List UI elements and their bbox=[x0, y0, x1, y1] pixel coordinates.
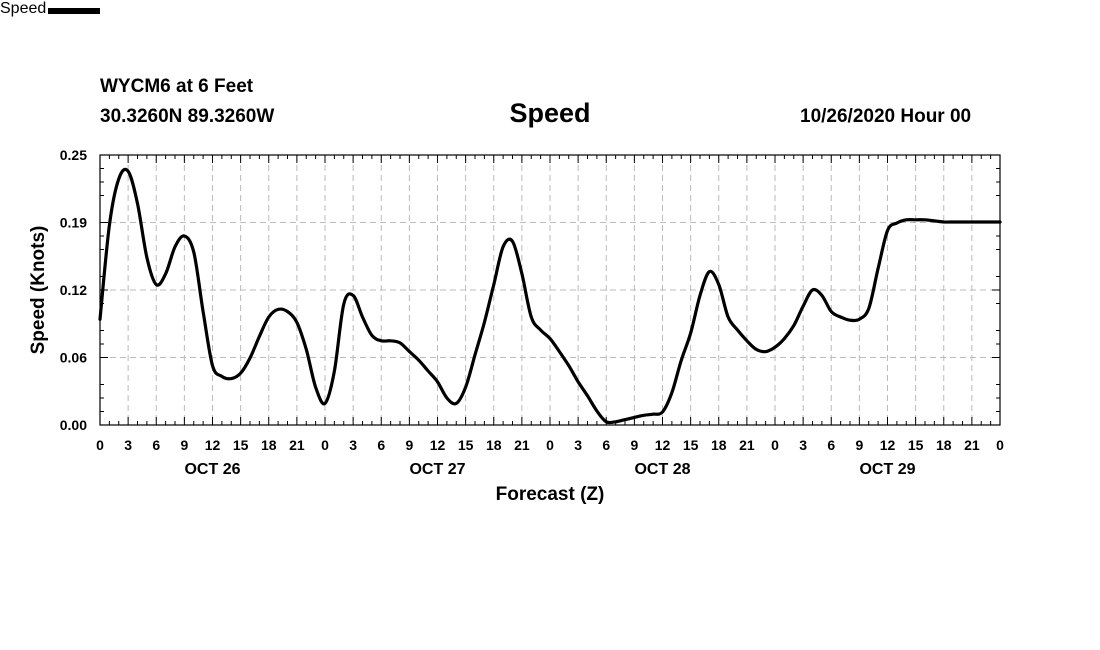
x-tick-label: 9 bbox=[405, 437, 413, 453]
x-tick-label: 0 bbox=[546, 437, 554, 453]
x-tick-label: 3 bbox=[799, 437, 807, 453]
x-tick-label: 6 bbox=[602, 437, 610, 453]
plot-frame bbox=[99, 154, 1001, 426]
tick-labels: 0 3 6 9 12 15 18 21 0 3 6 9 12 15 18 21 0 3 6 9 12 15 18 21 0 3 6 9… bbox=[60, 147, 1004, 478]
grid-lines bbox=[100, 155, 1000, 425]
x-tick-label: 0 bbox=[96, 437, 104, 453]
x-tick-label: 9 bbox=[855, 437, 863, 453]
y-tick-label: 0.25 bbox=[60, 147, 87, 163]
day-label: OCT 28 bbox=[634, 461, 690, 478]
x-axis-label: Forecast (Z) bbox=[496, 484, 605, 505]
x-tick-label: 15 bbox=[233, 437, 249, 453]
x-tick-label: 0 bbox=[996, 437, 1004, 453]
forecast-datetime: 10/26/2020 Hour 00 bbox=[800, 106, 972, 127]
y-tick-label: 0.12 bbox=[60, 282, 87, 298]
day-label: OCT 27 bbox=[409, 461, 465, 478]
coordinates-label: 30.3260N 89.3260W bbox=[100, 106, 275, 127]
x-tick-label: 12 bbox=[430, 437, 446, 453]
x-tick-label: 12 bbox=[880, 437, 896, 453]
x-tick-label: 21 bbox=[289, 437, 305, 453]
y-tick-label: 0.19 bbox=[60, 215, 87, 231]
y-tick-label: 0.00 bbox=[60, 417, 87, 433]
x-tick-label: 18 bbox=[261, 437, 277, 453]
x-tick-label: 3 bbox=[124, 437, 132, 453]
y-tick-label: 0.06 bbox=[60, 350, 87, 366]
speed-series-line bbox=[98, 167, 1002, 425]
legend-swatch bbox=[48, 7, 101, 14]
y-axis-label: Speed (Knots) bbox=[28, 226, 49, 355]
x-tick-label: 9 bbox=[630, 437, 638, 453]
x-tick-label: 18 bbox=[486, 437, 502, 453]
x-tick-label: 0 bbox=[771, 437, 779, 453]
legend-label: Speed bbox=[0, 0, 47, 17]
x-tick-label: 0 bbox=[321, 437, 329, 453]
legend: Speed bbox=[0, 0, 1100, 18]
chart-title: Speed bbox=[509, 98, 591, 128]
x-tick-label: 21 bbox=[964, 437, 980, 453]
x-tick-label: 12 bbox=[205, 437, 221, 453]
x-tick-label: 6 bbox=[152, 437, 160, 453]
x-tick-label: 15 bbox=[458, 437, 474, 453]
x-tick-label: 6 bbox=[827, 437, 835, 453]
station-label: WYCM6 at 6 Feet bbox=[100, 76, 254, 97]
x-tick-label: 6 bbox=[377, 437, 385, 453]
x-tick-label: 12 bbox=[655, 437, 671, 453]
day-label: OCT 26 bbox=[184, 461, 240, 478]
day-label: OCT 29 bbox=[859, 461, 915, 478]
x-tick-label: 21 bbox=[739, 437, 755, 453]
x-tick-label: 9 bbox=[180, 437, 188, 453]
x-tick-label: 3 bbox=[574, 437, 582, 453]
x-tick-label: 18 bbox=[711, 437, 727, 453]
x-tick-label: 18 bbox=[936, 437, 952, 453]
series-layer bbox=[98, 167, 1002, 425]
x-tick-label: 3 bbox=[349, 437, 357, 453]
x-tick-label: 21 bbox=[514, 437, 530, 453]
x-tick-label: 15 bbox=[908, 437, 924, 453]
x-tick-label: 15 bbox=[683, 437, 699, 453]
